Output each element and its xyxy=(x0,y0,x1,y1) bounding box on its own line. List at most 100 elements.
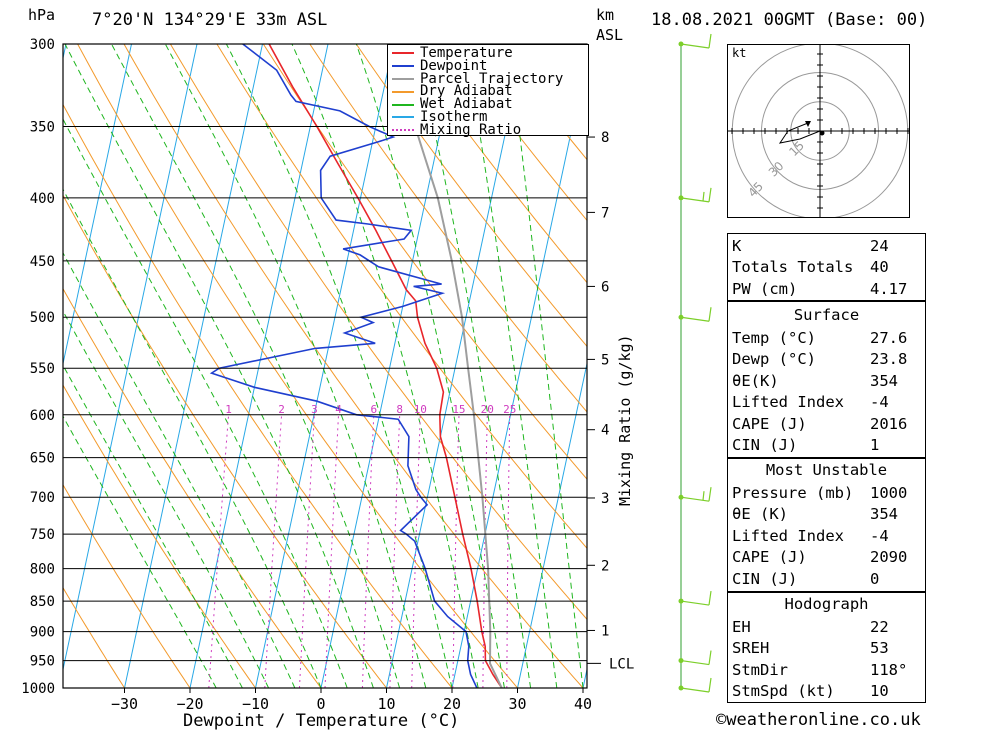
legend-swatch xyxy=(392,129,414,132)
surface-indices: Temp (°C) 27.6 Dewp (°C) 23.8 θE(K) 354 Lifted… xyxy=(728,327,930,456)
legend-swatch xyxy=(392,116,414,119)
dry-adiabat-line xyxy=(309,44,587,413)
wind-barb-flag xyxy=(708,650,712,665)
index-label: θE (K) xyxy=(732,505,788,524)
pressure-label: 850 xyxy=(30,594,55,610)
legend-swatch xyxy=(392,77,414,80)
dry-adiabat-line xyxy=(77,44,518,688)
km-tick-label: 4 xyxy=(601,423,609,439)
index-label: CIN (J) xyxy=(732,569,798,588)
index-row: K 24 xyxy=(728,235,930,257)
x-tick-label: −10 xyxy=(242,695,269,713)
legend-label: Mixing Ratio xyxy=(420,121,522,138)
lcl-label: LCL xyxy=(609,656,634,672)
mixing-ratio-line xyxy=(264,414,283,688)
mixing-ratio-label: 3 xyxy=(311,403,318,416)
legend-item: Dewpoint xyxy=(388,59,588,73)
surface-box xyxy=(727,301,926,458)
hodograph-trace xyxy=(778,122,821,144)
index-value: 23.8 xyxy=(870,350,908,369)
isotherm-line xyxy=(189,44,329,688)
isotherm-line xyxy=(0,44,1,688)
index-label: Temp (°C) xyxy=(732,328,816,347)
pressure-label: 1000 xyxy=(21,681,55,697)
wind-barb-flag xyxy=(708,590,712,606)
legend-item: Temperature xyxy=(388,46,588,60)
mixing-ratio-label: 10 xyxy=(414,403,427,416)
dry-adiabat-line xyxy=(63,483,191,688)
index-row: Dewp (°C) 23.8 xyxy=(728,349,930,371)
index-label: CIN (J) xyxy=(732,436,798,455)
pressure-label: 650 xyxy=(30,451,55,467)
mixing-ratio-label: 25 xyxy=(503,403,516,416)
hodograph-indices-title: Hodograph xyxy=(784,595,869,613)
asl-label: ASL xyxy=(596,26,624,44)
wet-adiabat-line xyxy=(291,44,479,688)
pressure-label: 900 xyxy=(30,625,55,641)
wet-adiabat-line xyxy=(63,251,296,688)
most-unstable-box xyxy=(727,458,926,592)
dry-adiabat-line xyxy=(216,44,587,550)
index-value: 40 xyxy=(870,258,889,277)
index-row: Lifted Index -4 xyxy=(728,525,930,547)
wind-barb-flag xyxy=(708,307,712,322)
km-tick-label: 5 xyxy=(601,352,609,368)
index-row: θE (K) 354 xyxy=(728,504,930,526)
index-row: EH 22 xyxy=(728,616,930,638)
hodograph-panel: kt 15 30 45 xyxy=(727,42,910,220)
wind-barb-staff xyxy=(680,659,710,666)
parcel-trajectory-line xyxy=(414,126,503,688)
isotherm-line xyxy=(124,44,263,688)
wind-barb-flag xyxy=(702,191,705,201)
index-value: 354 xyxy=(870,371,898,390)
wind-barb-staff xyxy=(680,600,710,606)
km-tick-label: 6 xyxy=(601,279,609,295)
isotherm-line xyxy=(63,44,132,367)
km-unit: km xyxy=(596,6,615,24)
hodograph-indices: EH 22 SREH 53 StmDir 118° StmSpd (kt) 10 xyxy=(728,616,930,702)
index-row: CIN (J) 1 xyxy=(728,435,930,457)
legend-item: Isotherm xyxy=(388,110,588,124)
index-row: Totals Totals 40 xyxy=(728,257,930,279)
index-value: 1 xyxy=(870,436,880,455)
x-tick-label: 40 xyxy=(574,695,592,713)
wet-adiabat-line xyxy=(355,44,505,688)
index-value: 354 xyxy=(870,505,898,524)
most-unstable-title: Most Unstable xyxy=(765,461,888,479)
mixing-ratio-label: 20 xyxy=(481,403,494,416)
pressure-label: 550 xyxy=(30,361,55,377)
footer-credit[interactable]: ©weatheronline.co.uk xyxy=(716,710,921,730)
isotherm-line xyxy=(451,55,587,688)
index-label: CAPE (J) xyxy=(732,548,807,567)
mixing-ratio-axis-label: Mixing Ratio (g/kg) xyxy=(616,334,634,506)
index-row: Temp (°C) 27.6 xyxy=(728,327,930,349)
km-tick-label: 7 xyxy=(601,205,609,221)
index-value: 2090 xyxy=(870,548,908,567)
legend-swatch xyxy=(392,103,414,106)
mixing-ratio-label: 8 xyxy=(396,403,403,416)
km-tick-label: 1 xyxy=(601,623,609,639)
mixing-ratio-line xyxy=(299,414,315,688)
wind-barb-flag xyxy=(708,487,712,502)
index-value: -4 xyxy=(870,393,889,412)
mixing-ratio-line xyxy=(482,414,488,688)
legend-label: Parcel Trajectory xyxy=(420,70,564,87)
general-indices-box xyxy=(727,233,926,301)
mixing-ratio-line xyxy=(506,414,511,688)
index-label: Dewp (°C) xyxy=(732,350,816,369)
station-location: 7°20'N 134°29'E 33m ASL xyxy=(92,10,328,30)
index-label: StmSpd (kt) xyxy=(732,682,835,701)
isotherm-line xyxy=(63,44,198,672)
index-label: K xyxy=(732,236,742,255)
mixing-ratio-label: 4 xyxy=(335,403,342,416)
isotherm-line xyxy=(255,44,394,688)
forecast-datetime: 18.08.2021 00GMT (Base: 00) xyxy=(651,10,928,30)
mixing-ratio-line xyxy=(389,414,401,688)
index-value: 53 xyxy=(870,639,889,658)
dry-adiabat-line xyxy=(402,44,587,284)
mixing-ratio-label: 15 xyxy=(452,403,465,416)
hodograph-indices-box xyxy=(727,592,926,703)
index-row: CAPE (J) 2090 xyxy=(728,547,930,569)
index-value: 24 xyxy=(870,236,889,255)
